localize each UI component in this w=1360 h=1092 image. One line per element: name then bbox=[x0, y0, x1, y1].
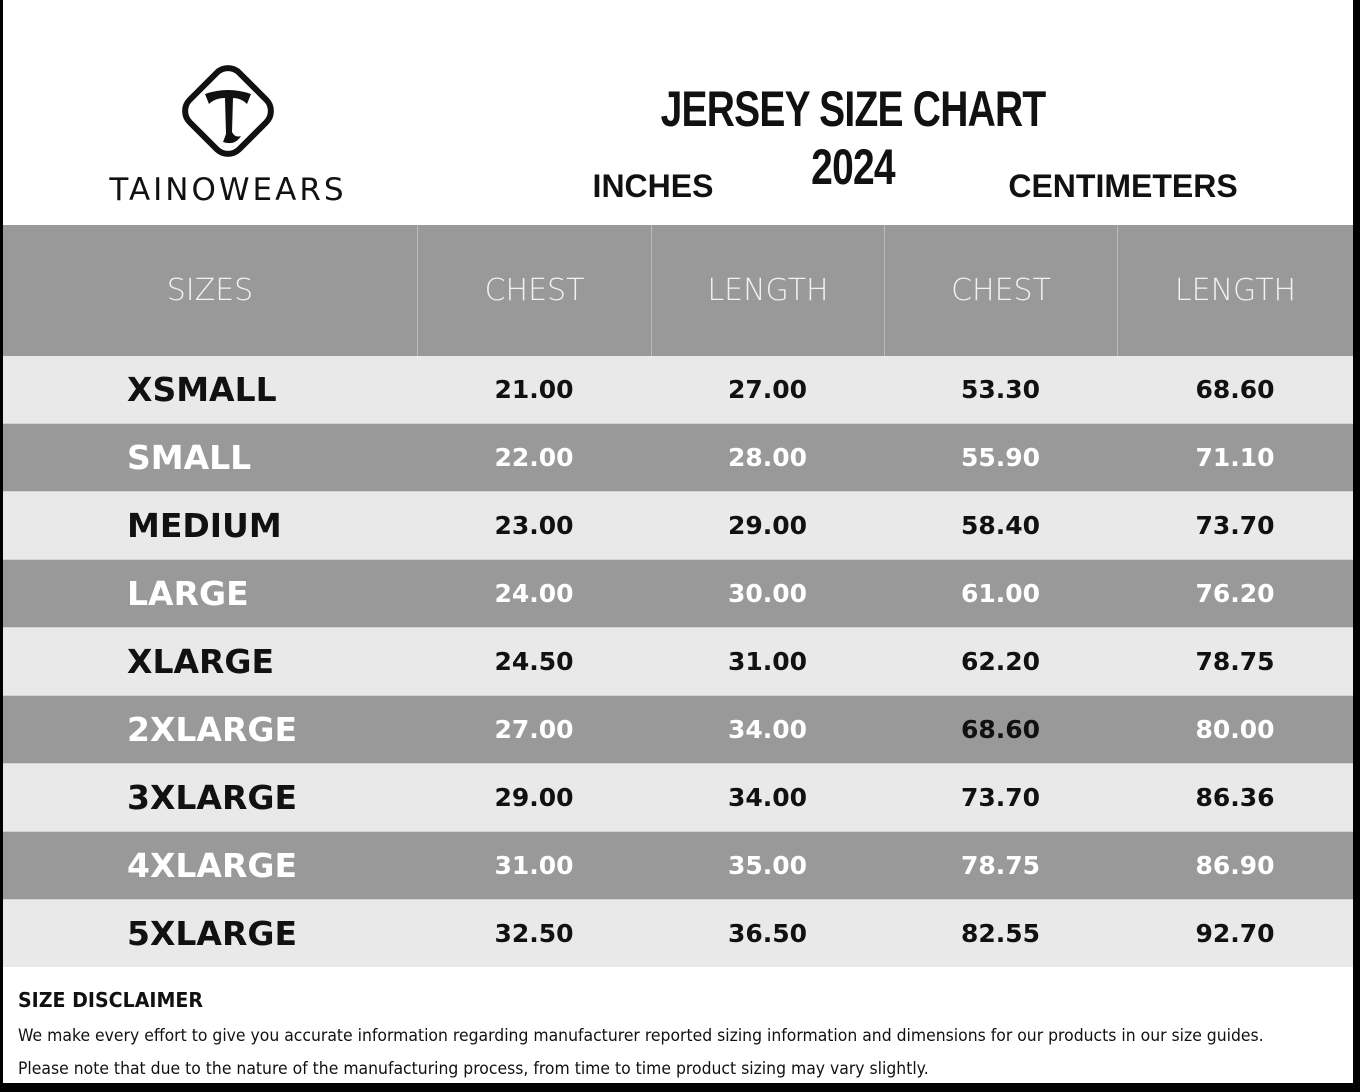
size-cell: 2XLARGE bbox=[127, 710, 298, 749]
inches-length-cell: 34.00 bbox=[727, 715, 808, 744]
table-header: SIZES CHEST LENGTH CHEST LENGTH bbox=[3, 225, 1353, 356]
table-row: MEDIUM 23.00 29.00 58.40 73.70 bbox=[3, 491, 1353, 559]
size-cell: XLARGE bbox=[127, 642, 275, 681]
inches-chest-cell: 24.50 bbox=[494, 647, 574, 676]
table-row: SMALL 22.00 28.00 55.90 71.10 bbox=[3, 423, 1353, 491]
inches-chest-cell: 22.00 bbox=[494, 443, 574, 472]
inches-chest-cell: 31.00 bbox=[494, 851, 574, 880]
cm-chest-cell: 73.70 bbox=[960, 783, 1041, 812]
cm-length-cell: 80.00 bbox=[1195, 715, 1275, 744]
cm-chest-cell: 82.55 bbox=[960, 919, 1041, 948]
inches-chest-cell: 27.00 bbox=[494, 715, 574, 744]
table-row: 3XLARGE 29.00 34.00 73.70 86.36 bbox=[3, 763, 1353, 831]
chart-title: JERSEY SIZE CHART 2024 bbox=[660, 81, 1047, 195]
inches-length-cell: 34.00 bbox=[727, 783, 808, 812]
disclaimer-line: Please note that due to the nature of th… bbox=[18, 1059, 929, 1079]
header-cm-length: LENGTH bbox=[1117, 225, 1353, 356]
size-cell: LARGE bbox=[127, 574, 249, 613]
size-cell: 5XLARGE bbox=[127, 914, 298, 953]
header-inches-length: LENGTH bbox=[651, 225, 884, 356]
inches-chest-cell: 24.00 bbox=[494, 579, 574, 608]
inches-length-cell: 35.00 bbox=[727, 851, 808, 880]
cm-length-cell: 73.70 bbox=[1195, 511, 1275, 540]
inches-chest-cell: 32.50 bbox=[494, 919, 574, 948]
inches-length-cell: 30.00 bbox=[727, 579, 808, 608]
cm-length-cell: 86.36 bbox=[1195, 783, 1275, 812]
cm-length-cell: 86.90 bbox=[1195, 851, 1275, 880]
cm-length-cell: 92.70 bbox=[1195, 919, 1275, 948]
table-row: 2XLARGE 27.00 34.00 68.60 80.00 bbox=[3, 695, 1353, 763]
inches-heading: INCHES bbox=[592, 168, 714, 204]
cm-length-cell: 78.75 bbox=[1195, 647, 1275, 676]
disclaimer-line: We make every effort to give you accurat… bbox=[18, 1026, 1264, 1046]
centimeters-heading: CENTIMETERS bbox=[1008, 168, 1238, 204]
size-chart-page: TAINOWEARS JERSEY SIZE CHART 2024 INCHES… bbox=[3, 0, 1353, 1083]
inches-length-cell: 31.00 bbox=[727, 647, 808, 676]
inches-length-cell: 28.00 bbox=[727, 443, 808, 472]
header-cm-chest: CHEST bbox=[884, 225, 1117, 356]
inches-length-cell: 36.50 bbox=[727, 919, 808, 948]
cm-chest-cell: 78.75 bbox=[960, 851, 1041, 880]
brand-logo: TAINOWEARS bbox=[83, 60, 373, 210]
cm-length-cell: 76.20 bbox=[1195, 579, 1275, 608]
t-emblem-icon bbox=[182, 65, 274, 157]
cm-length-cell: 71.10 bbox=[1195, 443, 1275, 472]
header-sizes: SIZES bbox=[166, 273, 254, 308]
table-row: LARGE 24.00 30.00 61.00 76.20 bbox=[3, 559, 1353, 627]
size-cell: 3XLARGE bbox=[127, 778, 298, 817]
table-row: XSMALL 21.00 27.00 53.30 68.60 bbox=[3, 356, 1353, 423]
table-row: 5XLARGE 32.50 36.50 82.55 92.70 bbox=[3, 899, 1353, 967]
inches-length-cell: 29.00 bbox=[727, 511, 808, 540]
disclaimer-title: SIZE DISCLAIMER bbox=[18, 988, 203, 1012]
cm-chest-cell: 53.30 bbox=[960, 375, 1041, 404]
inches-chest-cell: 23.00 bbox=[494, 511, 574, 540]
inches-length-cell: 27.00 bbox=[727, 375, 808, 404]
cm-length-cell: 68.60 bbox=[1195, 375, 1275, 404]
inches-chest-cell: 21.00 bbox=[494, 375, 574, 404]
inches-chest-cell: 29.00 bbox=[494, 783, 574, 812]
size-cell: SMALL bbox=[127, 438, 252, 477]
cm-chest-cell: 68.60 bbox=[960, 715, 1041, 744]
size-cell: MEDIUM bbox=[127, 506, 282, 545]
table-row: 4XLARGE 31.00 35.00 78.75 86.90 bbox=[3, 831, 1353, 899]
size-table: SIZES CHEST LENGTH CHEST LENGTH XSMALL 21… bbox=[3, 225, 1353, 967]
table-row: XLARGE 24.50 31.00 62.20 78.75 bbox=[3, 627, 1353, 695]
cm-chest-cell: 61.00 bbox=[960, 579, 1041, 608]
brand-name: TAINOWEARS bbox=[109, 172, 347, 208]
cm-chest-cell: 58.40 bbox=[960, 511, 1041, 540]
size-disclaimer: SIZE DISCLAIMER We make every effort to … bbox=[18, 988, 1360, 1092]
header-inches-chest: CHEST bbox=[417, 225, 651, 356]
size-cell: XSMALL bbox=[127, 370, 277, 409]
size-cell: 4XLARGE bbox=[127, 846, 298, 885]
cm-chest-cell: 55.90 bbox=[960, 443, 1041, 472]
cm-chest-cell: 62.20 bbox=[960, 647, 1041, 676]
